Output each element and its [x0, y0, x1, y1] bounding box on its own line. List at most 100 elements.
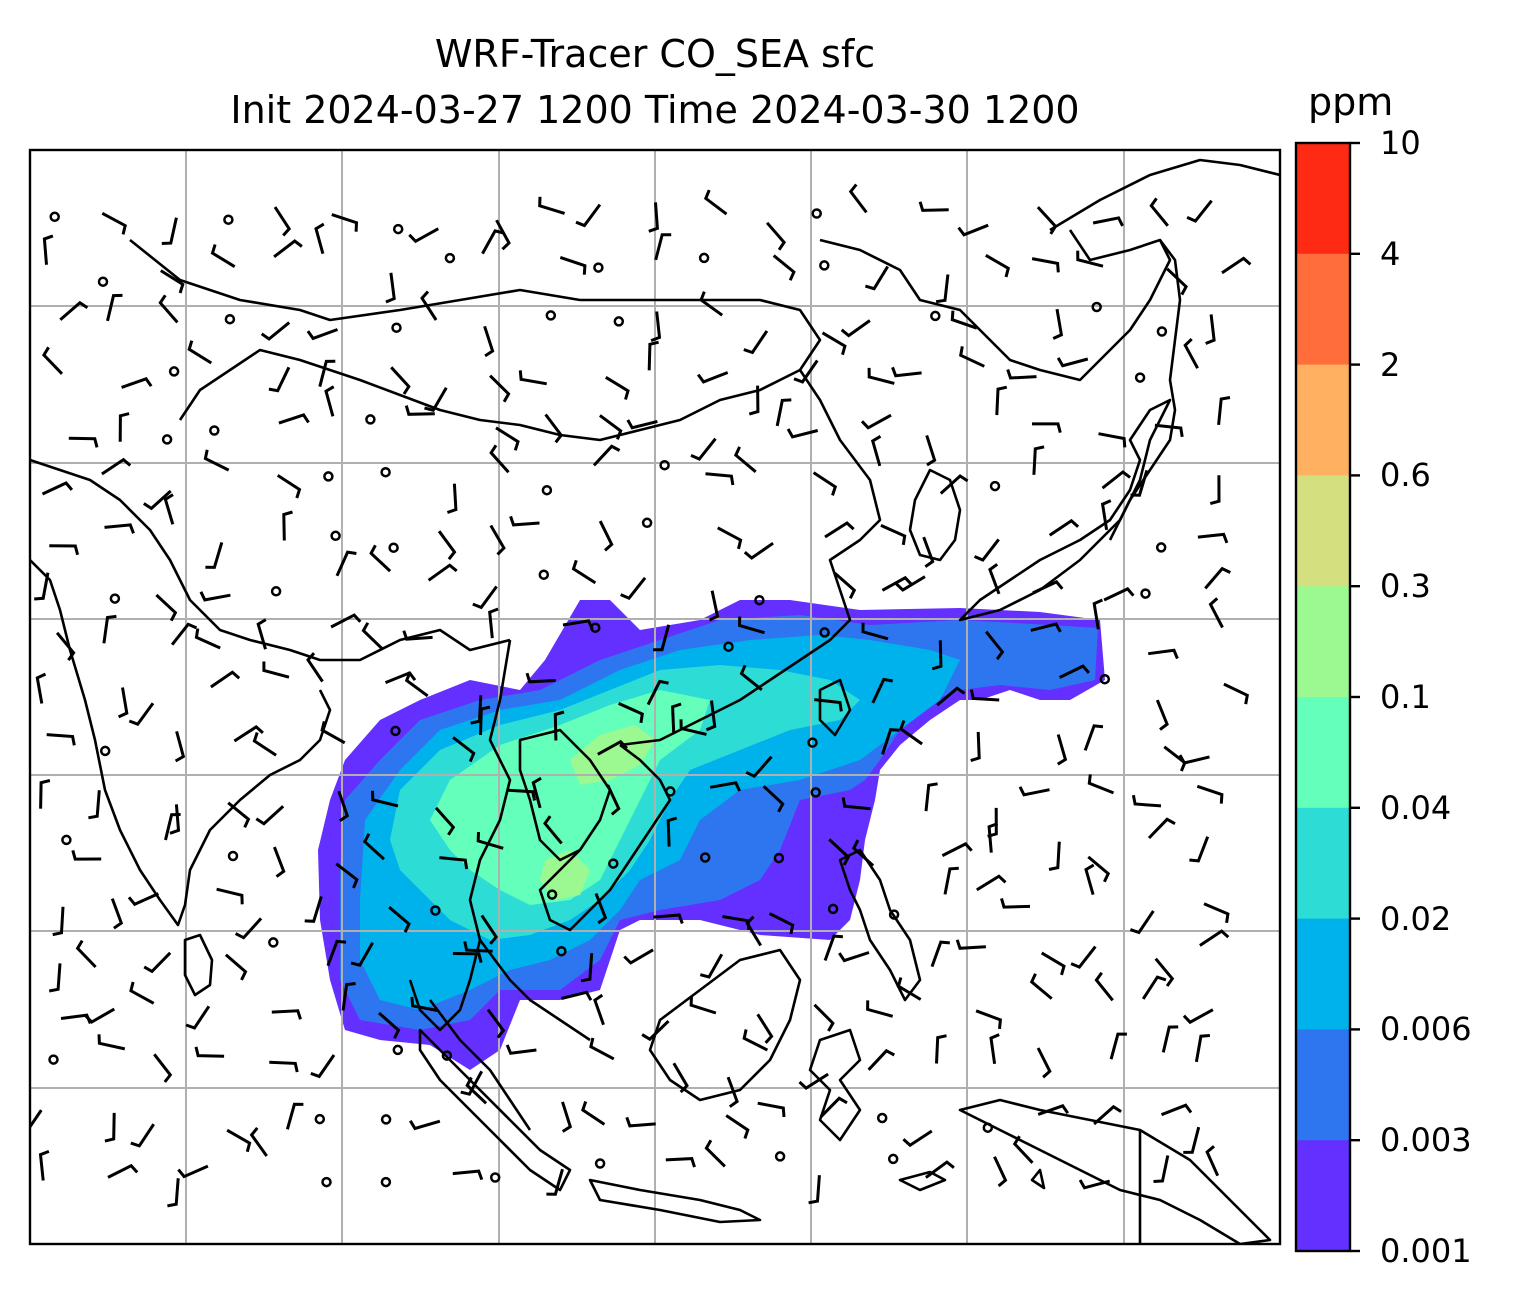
wind-barb [390, 366, 411, 395]
calm-wind-circle [545, 310, 557, 321]
wind-barb [46, 733, 76, 746]
wind-barb [310, 1054, 336, 1079]
wind-barb [690, 437, 717, 461]
wind-barb [762, 785, 785, 813]
wind-barb [733, 446, 757, 473]
colorbar-tick-label: 4 [1380, 234, 1401, 273]
wind-barb [931, 640, 943, 671]
calm-wind-circle [391, 322, 402, 333]
colorbar-segment [1296, 143, 1350, 255]
colorbar-tick-label: 0.1 [1380, 678, 1431, 716]
calm-wind-circle [61, 834, 72, 846]
wind-barb [592, 444, 621, 467]
wind-barb [1078, 1179, 1111, 1190]
wind-barb [985, 254, 1011, 278]
wind-barb [1203, 902, 1230, 924]
coastline-russia-east [1049, 158, 1280, 232]
wind-barb [1155, 699, 1169, 731]
wind-barb [167, 1178, 180, 1208]
wind-barb [404, 405, 435, 416]
calm-wind-circle [392, 223, 404, 235]
colorbar-segment [1296, 697, 1350, 809]
colorbar-segment [1296, 1029, 1350, 1141]
wind-barb [705, 700, 717, 732]
calm-wind-circle [538, 569, 550, 580]
wind-barb [434, 806, 456, 836]
wind-barb [1012, 1135, 1034, 1164]
wind-barb [169, 804, 181, 835]
wind-barb [385, 272, 396, 304]
tracer-plume [318, 600, 1105, 1070]
wind-barb [378, 1011, 401, 1039]
wind-barb [918, 201, 949, 212]
wind-barb [581, 1101, 606, 1126]
wind-barb [39, 779, 51, 809]
calm-wind-circle [773, 852, 785, 864]
wind-barb [260, 321, 291, 341]
wind-barb [269, 1060, 299, 1073]
wind-barb [1129, 910, 1155, 935]
wind-barb [369, 544, 392, 573]
wind-barb [617, 702, 644, 724]
wind-barb [743, 330, 769, 355]
wind-barb [936, 686, 966, 707]
wind-barb [1032, 580, 1064, 595]
wind-barb [543, 815, 563, 845]
wind-barb [465, 1076, 488, 1105]
wind-barb [935, 274, 950, 304]
map-gridlines [30, 150, 1280, 1244]
border-mongolia [129, 238, 822, 442]
wind-barb [653, 624, 671, 652]
wind-barb [234, 917, 263, 940]
wind-barb [1183, 1126, 1201, 1154]
calm-wind-circle [641, 517, 653, 529]
wind-barb [819, 1096, 848, 1118]
wind-barb [174, 731, 186, 763]
calm-wind-circle [593, 262, 604, 273]
wind-barb [1052, 308, 1064, 340]
wind-barb [255, 805, 285, 826]
calm-wind-circle [49, 211, 60, 223]
wind-barb [437, 530, 457, 561]
calm-wind-circle [1099, 673, 1111, 685]
wind-barb [575, 203, 602, 228]
calm-wind-circle [876, 1112, 888, 1124]
wind-barb [881, 575, 913, 592]
wind-barb [249, 1126, 268, 1157]
wind-barb [1048, 518, 1080, 537]
border-russia [819, 238, 1172, 382]
wind-barb [129, 981, 155, 1005]
coastline-sulawesi [808, 1028, 862, 1142]
wind-barb [648, 202, 659, 233]
wind-barb [48, 963, 62, 993]
wind-barb [665, 1157, 696, 1168]
coastline-korea [908, 468, 962, 562]
wind-barb [739, 664, 763, 691]
wind-barb [606, 784, 621, 816]
wind-barb [1083, 724, 1104, 751]
colorbar-tick-label: 2 [1380, 345, 1401, 384]
wind-barb [489, 374, 511, 403]
wind-barb [605, 376, 630, 400]
wind-barb [481, 229, 505, 255]
coastline-japan [958, 398, 1172, 622]
wind-barb [1018, 786, 1050, 797]
wind-barb [278, 413, 310, 425]
colorbar-segment [1296, 1140, 1350, 1252]
wind-barb [153, 1053, 173, 1083]
wind-barb [1160, 1103, 1193, 1117]
wind-barb [925, 434, 937, 467]
wind-barb [158, 294, 179, 324]
wind-barb [969, 689, 1000, 702]
wind-barb [118, 412, 130, 442]
wind-barb [41, 481, 74, 496]
wind-barb [867, 367, 895, 385]
calm-wind-circle [224, 313, 236, 325]
wind-barb [38, 1149, 50, 1181]
wind-barb [704, 1139, 726, 1168]
wind-barb [1131, 794, 1162, 808]
wind-barb [335, 550, 357, 577]
calm-wind-circle [1155, 542, 1167, 553]
wind-barb [142, 489, 172, 511]
wind-barb [463, 940, 493, 953]
